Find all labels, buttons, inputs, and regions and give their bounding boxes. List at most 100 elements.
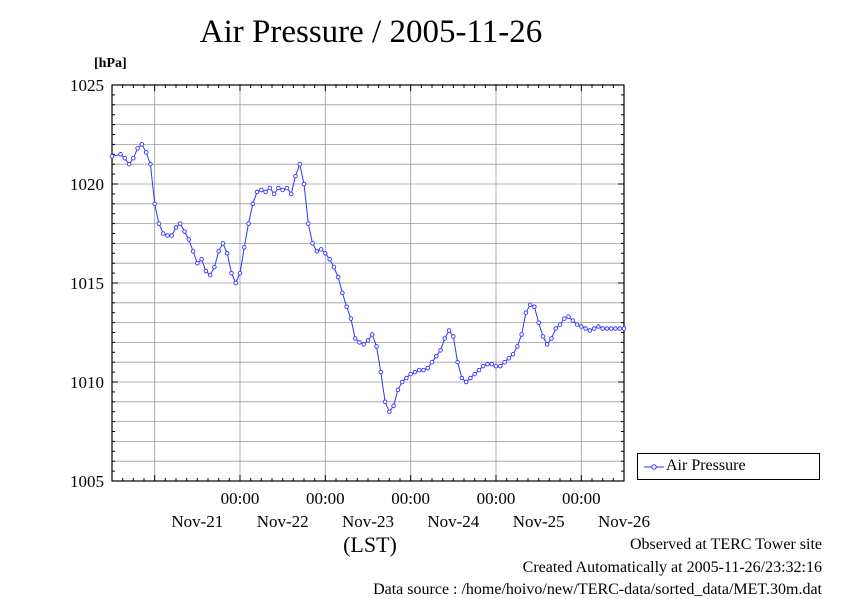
data-point (506, 355, 512, 361)
chart-title: Air Pressure / 2005-11-26 (199, 14, 543, 50)
data-point (404, 375, 409, 381)
data-point (314, 249, 320, 254)
x-axis-label: (LST) (343, 532, 397, 557)
data-point (118, 152, 123, 157)
data-point (421, 367, 426, 373)
data-point (271, 191, 277, 197)
y-tick-label: 1005 (70, 472, 104, 491)
y-tick-label: 1025 (70, 76, 104, 95)
data-point (233, 280, 238, 286)
data-point (143, 150, 149, 155)
data-point (562, 316, 567, 321)
data-point (318, 247, 324, 252)
data-point (515, 344, 520, 349)
data-point (425, 365, 430, 371)
data-point (596, 324, 601, 329)
data-point (489, 361, 494, 367)
data-point (301, 181, 307, 187)
data-point (331, 264, 337, 270)
data-point (621, 326, 627, 331)
x-tick-label-day: Nov-24 (427, 512, 479, 531)
data-point (173, 225, 179, 230)
data-point (280, 187, 285, 193)
data-point (502, 359, 507, 365)
data-point (156, 221, 162, 226)
x-tick-label-day: Nov-23 (342, 512, 394, 531)
data-point (451, 334, 456, 339)
data-point (135, 146, 140, 151)
data-point (574, 322, 580, 327)
data-point (523, 310, 529, 315)
data-point (434, 354, 439, 359)
data-point (613, 326, 618, 331)
data-point (549, 336, 554, 341)
y-axis-unit-label: [hPa] (94, 56, 127, 71)
data-point (604, 326, 610, 331)
data-point (195, 260, 200, 266)
y-tick-label: 1010 (70, 373, 104, 392)
data-point (254, 189, 260, 195)
data-point (169, 233, 174, 238)
data-point (246, 221, 251, 226)
data-point (498, 363, 503, 369)
data-point (178, 221, 183, 226)
data-point (468, 375, 473, 381)
data-point (186, 237, 192, 242)
data-point (438, 348, 443, 353)
data-point (259, 187, 264, 193)
data-point (553, 326, 558, 331)
data-point (395, 387, 401, 393)
data-point (365, 338, 371, 343)
legend-label: Air Pressure (666, 457, 746, 474)
data-point (544, 342, 550, 347)
data-point (416, 367, 422, 373)
data-point (476, 367, 482, 373)
data-point (344, 304, 349, 310)
data-point (540, 334, 546, 339)
data-point (361, 342, 366, 347)
data-point (126, 161, 132, 167)
data-point (510, 352, 516, 357)
data-point (527, 302, 533, 308)
legend-swatch (644, 464, 664, 470)
data-point (442, 336, 448, 341)
data-point (357, 340, 362, 345)
x-tick-label-time: 00:00 (477, 489, 516, 508)
data-point (485, 361, 490, 367)
data-point (229, 270, 234, 276)
footer-observed-site: Observed at TERC Tower site (629, 536, 822, 553)
x-tick-label-day: Nov-22 (257, 512, 309, 531)
data-point (122, 156, 128, 161)
data-point (237, 270, 243, 276)
data-point (583, 326, 588, 331)
x-tick-label-time: 00:00 (221, 489, 260, 508)
data-point (459, 375, 465, 381)
data-point (370, 332, 375, 337)
data-point (267, 185, 273, 191)
data-point (327, 256, 332, 262)
legend: Air Pressure (637, 453, 820, 480)
data-point (152, 201, 157, 207)
x-tick-label-time: 00:00 (391, 489, 430, 508)
data-point (199, 256, 204, 262)
data-point (207, 272, 213, 278)
data-point (335, 274, 341, 280)
data-point (216, 249, 221, 254)
data-point (182, 229, 187, 234)
footer-data-source: Data source : /home/hoivo/new/TERC-data/… (373, 581, 822, 598)
x-tick-label-time: 00:00 (306, 489, 345, 508)
data-point (263, 189, 268, 195)
data-point (463, 379, 469, 385)
data-point (429, 359, 435, 365)
data-point (493, 363, 499, 369)
data-point (536, 320, 541, 325)
data-point (566, 314, 571, 319)
data-point (391, 403, 396, 409)
data-point (297, 161, 302, 167)
data-point (408, 371, 413, 377)
data-point (608, 326, 614, 331)
data-point (532, 304, 537, 310)
data-point (352, 336, 358, 341)
data-point (600, 326, 605, 331)
data-point (224, 251, 230, 256)
